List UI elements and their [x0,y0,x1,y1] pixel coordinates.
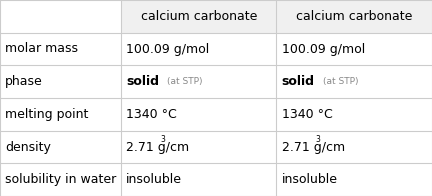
Text: solid: solid [282,75,314,88]
Text: solubility in water: solubility in water [5,173,117,186]
Text: molar mass: molar mass [5,43,78,55]
Bar [276,0,432,33]
Text: 100.09 g/mol: 100.09 g/mol [126,43,210,55]
Text: calcium carbonate: calcium carbonate [140,10,257,23]
Text: 1340 °C: 1340 °C [126,108,177,121]
Text: 3: 3 [160,135,165,144]
Text: density: density [5,141,51,153]
Text: insoluble: insoluble [282,173,338,186]
Text: insoluble: insoluble [126,173,182,186]
Text: (at STP): (at STP) [323,77,358,86]
Text: 1340 °C: 1340 °C [282,108,332,121]
Text: melting point: melting point [5,108,89,121]
Text: calcium carbonate: calcium carbonate [296,10,413,23]
Bar [121,0,276,33]
Text: phase: phase [5,75,43,88]
Text: 2.71 g/cm: 2.71 g/cm [282,141,345,153]
Text: (at STP): (at STP) [167,77,203,86]
Text: 3: 3 [316,135,321,144]
Text: 2.71 g/cm: 2.71 g/cm [126,141,189,153]
Text: solid: solid [126,75,159,88]
Text: 100.09 g/mol: 100.09 g/mol [282,43,365,55]
